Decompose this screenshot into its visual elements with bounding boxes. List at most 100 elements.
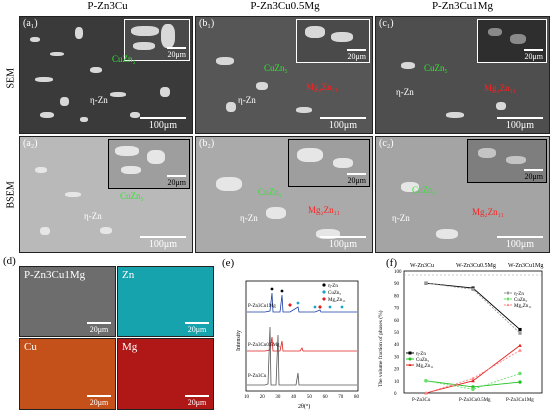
data-point bbox=[471, 385, 475, 389]
xrd-chart: (e) Intensity 2θ(°) 10 20 30 40 50 60 70 80 P-Z… bbox=[222, 257, 360, 410]
phase-label-cuzn5: CuZn₅ bbox=[264, 63, 288, 73]
volume-fraction-chart: (f) W-Zn3Cu W-Zn3Cu0.5Mg W-Zn3Cu1Mg The … bbox=[377, 257, 543, 403]
fraction-y-tick: 20 bbox=[394, 368, 400, 373]
data-point bbox=[471, 379, 475, 383]
xrd-curve-label-3: P-Zn3Cu bbox=[248, 374, 267, 379]
phase-label-cuzn5: CuZn₅ bbox=[120, 191, 144, 201]
panel-label: (c₁) bbox=[379, 18, 394, 29]
inset-scale-bar: 20μm bbox=[524, 169, 543, 181]
inset-zoom: 20μm bbox=[108, 139, 190, 189]
inset-scale-bar: 20μm bbox=[167, 47, 186, 59]
data-point bbox=[471, 387, 475, 392]
data-point bbox=[424, 281, 428, 285]
phase-label-eta-zn: η-Zn bbox=[90, 95, 108, 105]
fraction-y-tick: 10 bbox=[394, 380, 400, 385]
scale-bar: 100μm bbox=[140, 236, 186, 250]
svg-text:CuZn₅: CuZn₅ bbox=[514, 298, 527, 303]
xrd-curve-p-zn3cu1mg bbox=[247, 292, 357, 313]
data-point bbox=[518, 348, 522, 352]
column-title-2: P-Zn3Cu0.5Mg bbox=[250, 0, 320, 12]
scale-bar: 100μm bbox=[140, 117, 186, 131]
top-label-3: W-Zn3Cu1Mg bbox=[508, 263, 543, 269]
fraction-x-tick: P-Zn3Cu0.5Mg bbox=[459, 398, 491, 403]
svg-text:η-Zn: η-Zn bbox=[514, 292, 524, 297]
fraction-y-tick: 40 bbox=[394, 343, 400, 348]
panel-d-label: (d) bbox=[3, 255, 16, 267]
svg-text:η-Zn: η-Zn bbox=[416, 352, 426, 357]
inset-scale-bar: 20μm bbox=[167, 175, 186, 187]
xrd-curve-p-zn3cu bbox=[247, 326, 357, 386]
data-point bbox=[518, 327, 522, 332]
xrd-x-tick: 50 bbox=[307, 395, 313, 400]
fraction-y-tick: 100 bbox=[394, 270, 402, 275]
xrd-x-tick: 70 bbox=[338, 395, 344, 400]
column-title-3: P-Zn3Cu1Mg bbox=[431, 0, 494, 12]
fraction-legend-left: η-Zn CuZn₅ Mg₂Zn₁₁ bbox=[406, 351, 434, 369]
phase-label-eta-zn: η-Zn bbox=[84, 211, 102, 221]
data-point bbox=[518, 331, 522, 335]
fraction-y-tick: 60 bbox=[394, 319, 400, 324]
panel-label: (c₂) bbox=[379, 138, 394, 149]
phase-label-mg2zn11: Mg₂Zn₁₁ bbox=[308, 205, 340, 215]
svg-text:Mg₂Zn₁₁: Mg₂Zn₁₁ bbox=[328, 298, 346, 303]
fraction-y-tick: 0 bbox=[394, 392, 397, 397]
xrd-x-label: 2θ(°) bbox=[298, 403, 310, 410]
phase-label-cuzn5: CuZn₅ bbox=[112, 54, 136, 64]
svg-text:η-Zn: η-Zn bbox=[328, 284, 338, 289]
series-line bbox=[425, 373, 521, 390]
svg-text:CuZn₅: CuZn₅ bbox=[416, 358, 429, 363]
phase-label-eta-zn: η-Zn bbox=[240, 213, 258, 223]
row-label-bsem: BSEM bbox=[5, 181, 17, 209]
data-point bbox=[518, 371, 522, 376]
xrd-x-tick: 30 bbox=[275, 395, 281, 400]
panel-c1: (c₁) 20μm CuZn₅ η-Zn Mg₂Zn₁₁ 100μm bbox=[375, 16, 550, 134]
fraction-x-tick: P-Zn3Cu1Mg bbox=[506, 398, 534, 403]
phase-label-eta-zn: η-Zn bbox=[238, 95, 256, 105]
panel-a1: (a₁) 20μm CuZn₅ η-Zn 100μm bbox=[19, 16, 193, 134]
panel-e-label: (e) bbox=[222, 257, 235, 269]
xrd-x-tick: 20 bbox=[260, 395, 266, 400]
column-title-1: P-Zn3Cu bbox=[87, 0, 128, 12]
panel-c2: (c₂) 20μm CuZn₅ η-Zn Mg₂Zn₁₁ 100μm bbox=[375, 136, 550, 253]
fraction-x-tick: P-Zn3Cu bbox=[412, 398, 431, 403]
inset-scale-bar: 20μm bbox=[524, 49, 543, 61]
inset-zoom: 20μm bbox=[124, 19, 190, 61]
xrd-plot-frame bbox=[245, 280, 359, 392]
data-point bbox=[471, 376, 475, 380]
scale-bar: 100μm bbox=[320, 236, 366, 250]
phase-label-eta-zn: η-Zn bbox=[392, 213, 410, 223]
row-label-sem: SEM bbox=[5, 67, 17, 89]
phase-label-mg2zn11: Mg₂Zn₁₁ bbox=[306, 82, 338, 92]
data-point bbox=[471, 287, 475, 291]
xrd-legend: η-Zn CuZn₅ Mg₂Zn₁₁ bbox=[322, 283, 346, 303]
svg-text:Mg₂Zn₁₁: Mg₂Zn₁₁ bbox=[416, 364, 434, 369]
phase-label-eta-zn: η-Zn bbox=[396, 87, 414, 97]
xrd-x-tick: 10 bbox=[244, 395, 250, 400]
fraction-y-label: The volume fraction of phases (%) bbox=[377, 310, 384, 387]
fraction-y-tick: 70 bbox=[394, 307, 400, 312]
xrd-x-tick: 60 bbox=[323, 395, 329, 400]
fraction-y-tick: 50 bbox=[394, 331, 400, 336]
eds-map-overview: P-Zn3Cu1Mg 20μm bbox=[19, 266, 116, 337]
top-label-2: W-Zn3Cu0.5Mg bbox=[456, 263, 496, 269]
data-point bbox=[518, 343, 522, 347]
phase-label-cuzn5: CuZn₅ bbox=[258, 187, 282, 197]
data-point bbox=[424, 379, 428, 383]
fraction-y-tick: 90 bbox=[394, 282, 400, 287]
fraction-legend-right: η-Zn CuZn₅ Mg₂Zn₁₁ bbox=[504, 291, 532, 309]
inset-zoom: 20μm bbox=[467, 139, 547, 183]
fraction-y-tick: 30 bbox=[394, 355, 400, 360]
xrd-y-label: Intensity bbox=[236, 330, 242, 351]
scale-bar: 100μm bbox=[497, 117, 543, 131]
svg-text:Mg₂Zn₁₁: Mg₂Zn₁₁ bbox=[514, 304, 532, 309]
xrd-curve-label-1: P-Zn3Cu1Mg bbox=[248, 304, 276, 309]
phase-label-cuzn5: CuZn₅ bbox=[412, 185, 436, 195]
panel-label: (b₁) bbox=[199, 18, 215, 29]
phase-label-mg2zn11: Mg₂Zn₁₁ bbox=[484, 83, 516, 93]
data-point bbox=[424, 391, 428, 395]
eds-map-zn: Zn 20μm bbox=[117, 266, 214, 337]
phase-label-mg2zn11: Mg₂Zn₁₁ bbox=[472, 207, 504, 217]
panel-f-label: (f) bbox=[386, 257, 397, 269]
panel-label: (a₂) bbox=[23, 138, 38, 149]
fraction-y-tick: 80 bbox=[394, 294, 400, 299]
